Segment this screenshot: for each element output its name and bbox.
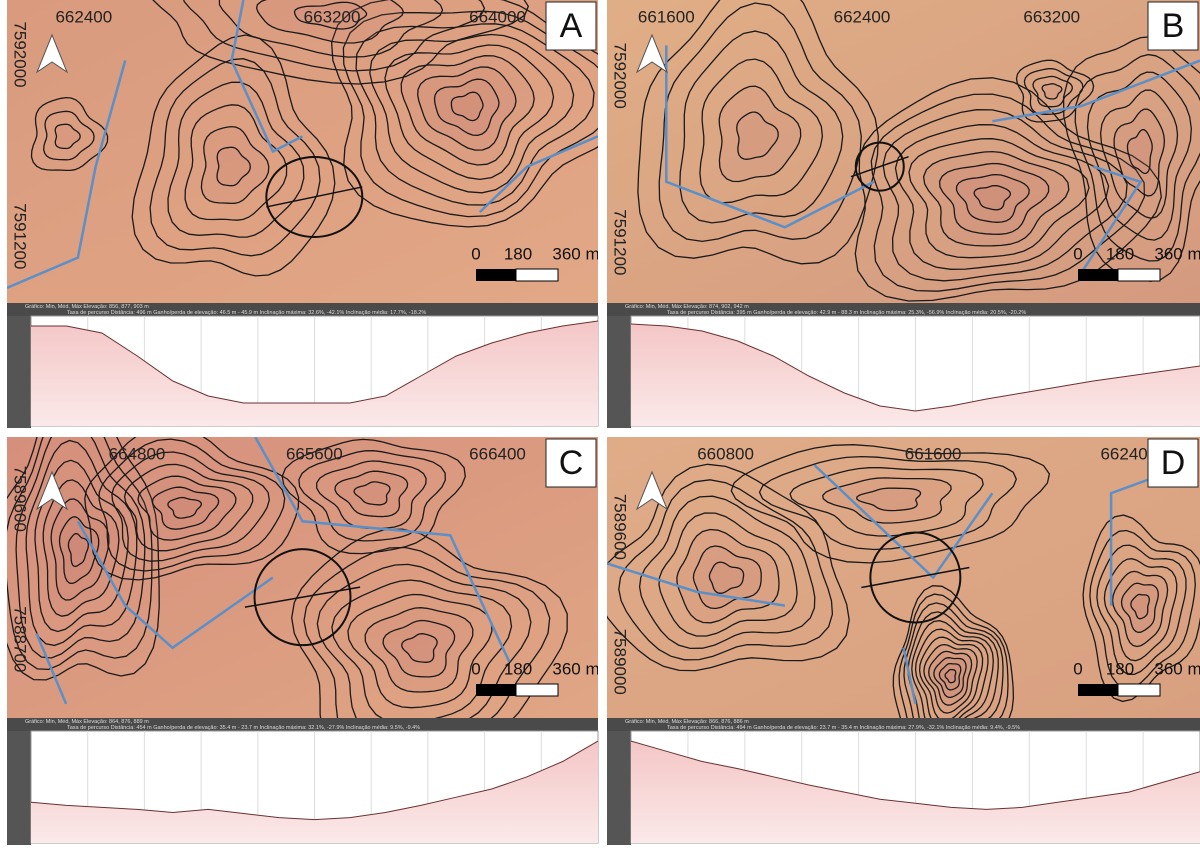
- scale-label: 180: [504, 244, 532, 263]
- scale-bar-white: [516, 269, 558, 281]
- scale-label: 360 m: [552, 659, 599, 678]
- scale-bar-black: [1078, 684, 1118, 696]
- map: 664800 665600 666400 7589600 7588700 C 0 180 360…: [0, 383, 600, 770]
- map: 662400 663200 664000 7592000 7591200 A 0 180 360…: [7, 0, 635, 303]
- easting-label: 661600: [638, 7, 695, 26]
- panel-letter: D: [1161, 444, 1186, 482]
- panel: 662400 663200 664000 7592000 7591200 A 0 180 360…: [7, 0, 635, 428]
- northing-label: 7588700: [11, 606, 30, 672]
- figure: 662400 663200 664000 7592000 7591200 A 0 180 360…: [0, 0, 1200, 845]
- easting-label: 663200: [304, 7, 361, 26]
- profile-stats-text: Taxa de percurso Distância: 494 m Ganho/…: [667, 725, 1020, 731]
- profile-stats-text: Taxa de percurso Distância: 395 m Ganho/…: [667, 310, 1026, 316]
- northing-label: 7589000: [611, 629, 630, 695]
- scale-label: 0: [1073, 244, 1082, 263]
- profile-axis-strip: [7, 731, 31, 845]
- map: 661600 662400 663200 7592000 7591200 B 0 180 360…: [607, 0, 1200, 303]
- northing-label: 7591200: [11, 203, 30, 269]
- panel-letter: B: [1162, 7, 1185, 45]
- scale-bar-black: [476, 684, 516, 696]
- scale-label: 180: [1106, 244, 1134, 263]
- panel: 664800 665600 666400 7589600 7588700 C 0 180 360…: [0, 383, 600, 845]
- profile-axis-strip: [607, 316, 631, 428]
- scale-bar-black: [476, 269, 516, 281]
- northing-label: 7591200: [611, 209, 630, 275]
- easting-label: 662400: [55, 7, 112, 26]
- easting-label: 660800: [697, 444, 754, 463]
- easting-label: 665600: [286, 444, 343, 463]
- easting-label: 664000: [469, 7, 526, 26]
- scale-label: 0: [471, 659, 480, 678]
- scale-bar-white: [1118, 269, 1160, 281]
- panel: 661600 662400 663200 7592000 7591200 B 0 180 360…: [607, 0, 1200, 428]
- scale-label: 360 m: [552, 244, 599, 263]
- map: 66080066160066240075896007589000D0180360…: [597, 437, 1200, 759]
- easting-label: 663200: [1023, 7, 1080, 26]
- easting-label: 664800: [109, 444, 166, 463]
- scale-label: 360 m: [1154, 244, 1200, 263]
- northing-label: 7592000: [611, 43, 630, 109]
- northing-label: 7592000: [11, 21, 30, 87]
- easting-label: 666400: [469, 444, 526, 463]
- scale-bar-white: [516, 684, 558, 696]
- scale-label: 180: [1106, 659, 1134, 678]
- easting-label: 661600: [905, 444, 962, 463]
- scale-label: 0: [471, 244, 480, 263]
- panel-letter: C: [559, 444, 584, 482]
- page: {"panels": [ {"letter": "A", "easting": …: [0, 0, 1200, 845]
- scale-bar-white: [1118, 684, 1160, 696]
- northing-label: 7589600: [611, 494, 630, 560]
- profile-stats-text: Taxa de percurso Distância: 496 m Ganho/…: [67, 310, 426, 316]
- profile-axis-strip: [7, 316, 31, 428]
- easting-label: 662400: [834, 7, 891, 26]
- panel: 66080066160066240075896007589000D0180360…: [597, 437, 1200, 845]
- panel-letter: A: [560, 7, 583, 45]
- scale-label: 0: [1073, 659, 1082, 678]
- scale-label: 360 m: [1154, 659, 1200, 678]
- profile-stats-text: Taxa de percurso Distância: 454 m Ganho/…: [67, 725, 420, 731]
- northing-label: 7589600: [11, 466, 30, 532]
- scale-bar-black: [1078, 269, 1118, 281]
- profile-axis-strip: [607, 731, 631, 845]
- scale-label: 180: [504, 659, 532, 678]
